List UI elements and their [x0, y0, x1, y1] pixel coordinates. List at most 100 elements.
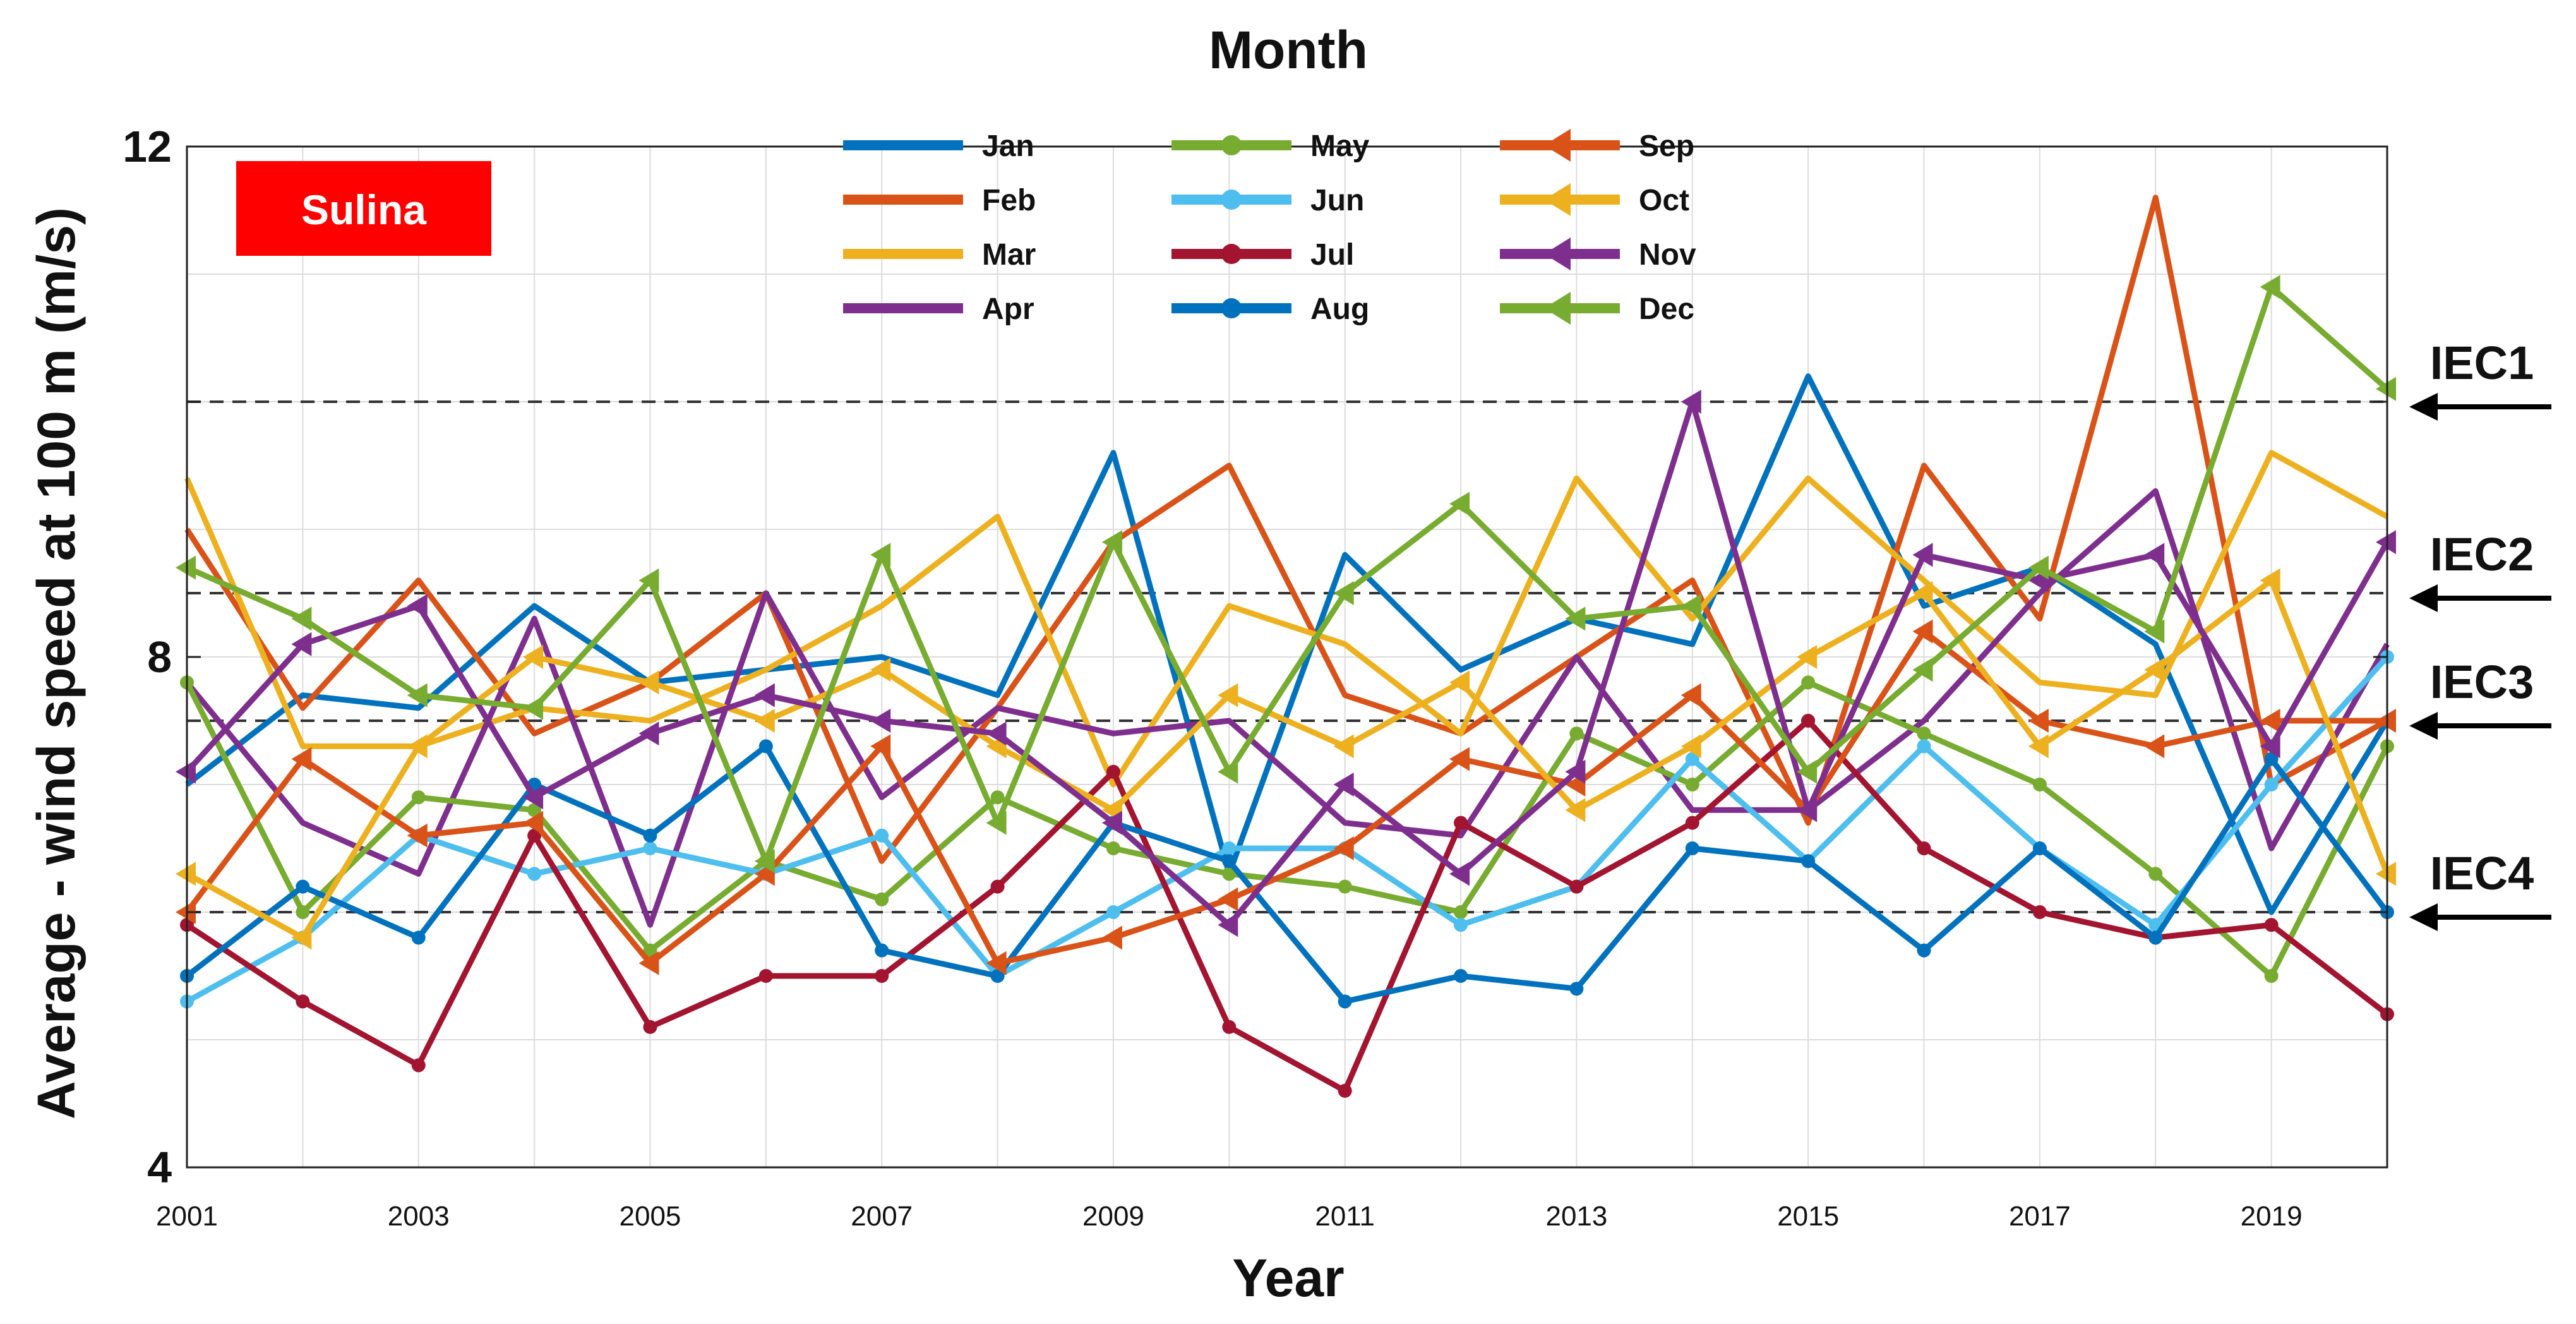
series-oct: [176, 568, 2396, 950]
legend-marker: [1221, 190, 1242, 210]
series-line: [186, 284, 2389, 864]
series-sep: [176, 619, 2396, 975]
data-point: [527, 828, 542, 843]
legend-label: Feb: [982, 184, 1036, 217]
data-point: [1680, 594, 1701, 618]
x-tick-label: 2009: [1082, 1201, 1144, 1232]
data-point: [527, 867, 542, 881]
data-point: [2376, 862, 2396, 886]
data-point: [2260, 734, 2280, 759]
data-point: [2144, 619, 2165, 644]
data-point: [1333, 734, 1354, 759]
series-dec: [176, 275, 2396, 874]
data-point: [1569, 982, 1584, 996]
data-point: [2264, 752, 2279, 766]
data-point: [1685, 778, 1699, 791]
data-point: [176, 555, 196, 580]
legend-label: Oct: [1639, 184, 1689, 217]
data-point: [291, 747, 312, 771]
x-tick-label: 2013: [1545, 1201, 1607, 1232]
legend-item-jul: Jul: [1171, 238, 1354, 272]
data-point: [1218, 759, 1238, 784]
data-point: [411, 790, 426, 805]
data-point: [1106, 764, 1120, 779]
data-point: [296, 994, 310, 1009]
data-point: [2376, 376, 2396, 401]
data-point: [2376, 709, 2396, 733]
data-point: [638, 670, 659, 695]
series-line: [184, 679, 2390, 979]
data-point: [176, 862, 196, 886]
legend-label: Mar: [982, 238, 1036, 272]
data-point: [754, 683, 775, 707]
legend-item-jun: Jun: [1171, 184, 1364, 217]
series-feb: [184, 195, 2389, 864]
data-point: [2264, 969, 2279, 983]
data-point: [2264, 918, 2279, 932]
data-point: [1912, 543, 1933, 567]
data-point: [2028, 709, 2049, 733]
data-point: [758, 969, 773, 983]
y-axis-title: Average - wind speed at 100 m (m/s): [27, 207, 86, 1119]
series-line: [184, 195, 2389, 864]
data-point: [870, 658, 891, 682]
series-layer: [176, 195, 2396, 1098]
data-point: [1912, 658, 1933, 682]
data-point: [758, 739, 773, 754]
data-point: [1106, 841, 1120, 855]
data-point: [875, 969, 889, 983]
data-point: [291, 632, 312, 656]
data-point: [1912, 619, 1933, 644]
legend-marker: [1544, 183, 1571, 216]
data-point: [990, 790, 1005, 805]
data-point: [1218, 913, 1238, 937]
series-line: [185, 743, 2390, 1004]
legend-title: Month: [1209, 20, 1368, 80]
station-badge: [236, 161, 491, 256]
data-point: [1449, 670, 1470, 695]
legend-item-jan: Jan: [843, 129, 1034, 163]
data-point: [176, 759, 196, 784]
data-point: [2032, 778, 2047, 791]
legend-label: Nov: [1639, 238, 1696, 272]
legend-layer: Jan Feb Mar Apr May Jun Jul Aug Sep Oct Nov Dec: [843, 129, 1696, 326]
data-point: [2264, 778, 2279, 791]
data-point: [1454, 918, 1468, 932]
reference-arrow-head: [2409, 584, 2438, 612]
series-jul: [180, 714, 2394, 1098]
data-point: [1101, 530, 1122, 555]
data-point: [754, 709, 775, 733]
legend-label: Jul: [1310, 238, 1354, 272]
data-point: [1218, 887, 1238, 912]
legend-label: Sep: [1639, 129, 1694, 163]
data-point: [1797, 645, 1818, 669]
data-point: [1917, 841, 1931, 855]
data-point: [176, 900, 196, 924]
data-point: [407, 823, 428, 848]
data-point: [523, 810, 544, 835]
data-point: [291, 606, 312, 631]
x-tick-label: 2001: [156, 1201, 218, 1232]
data-point: [870, 709, 891, 733]
data-point: [1685, 752, 1699, 766]
legend-item-oct: Oct: [1500, 183, 1689, 217]
legend-marker: [1221, 135, 1242, 155]
x-tick-label: 2019: [2241, 1201, 2303, 1232]
data-point: [1680, 734, 1701, 759]
reference-label: IEC3: [2430, 656, 2534, 708]
data-point: [411, 930, 426, 945]
data-point: [643, 943, 657, 958]
data-point: [2032, 841, 2047, 855]
legend-item-aug: Aug: [1171, 292, 1369, 326]
data-point: [875, 828, 889, 843]
data-point: [875, 892, 889, 906]
data-point: [2260, 709, 2280, 733]
data-point: [1565, 759, 1586, 784]
series-line: [184, 629, 2387, 966]
data-point: [1801, 714, 1816, 728]
reference-arrow-head: [2409, 903, 2438, 931]
legend-marker: [1221, 298, 1242, 318]
series-apr: [184, 488, 2390, 928]
data-point: [643, 1020, 657, 1034]
